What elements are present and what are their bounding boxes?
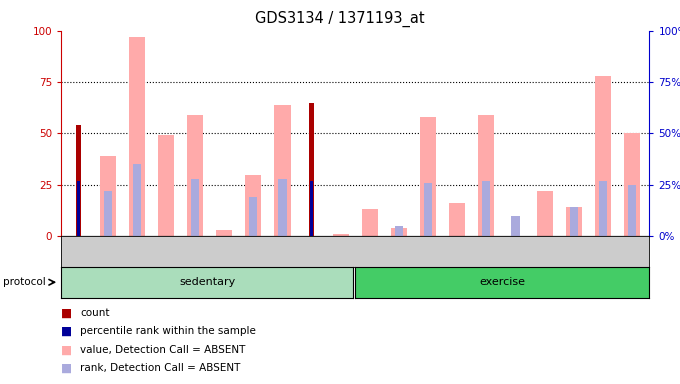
Bar xyxy=(216,230,233,236)
Bar xyxy=(570,207,578,236)
Text: ■: ■ xyxy=(61,343,72,356)
Text: count: count xyxy=(80,308,109,318)
Bar xyxy=(310,181,313,236)
Bar xyxy=(598,181,607,236)
Bar xyxy=(537,191,553,236)
Bar xyxy=(278,179,286,236)
Bar xyxy=(158,136,174,236)
Bar xyxy=(624,134,640,236)
Bar xyxy=(76,125,82,236)
Bar xyxy=(187,115,203,236)
Bar xyxy=(391,228,407,236)
Bar xyxy=(104,191,112,236)
Bar xyxy=(424,183,432,236)
Bar xyxy=(333,234,349,236)
Bar xyxy=(78,181,80,236)
Bar xyxy=(250,197,258,236)
Bar xyxy=(478,115,494,236)
Bar xyxy=(100,156,116,236)
Bar xyxy=(245,174,261,236)
Text: value, Detection Call = ABSENT: value, Detection Call = ABSENT xyxy=(80,345,245,355)
Text: ■: ■ xyxy=(61,325,72,338)
Text: percentile rank within the sample: percentile rank within the sample xyxy=(80,326,256,336)
Bar xyxy=(628,185,636,236)
Bar xyxy=(449,203,465,236)
Text: ■: ■ xyxy=(61,362,72,375)
Bar xyxy=(566,207,581,236)
Bar xyxy=(191,179,199,236)
Bar xyxy=(309,103,314,236)
Text: exercise: exercise xyxy=(479,277,526,287)
Text: rank, Detection Call = ABSENT: rank, Detection Call = ABSENT xyxy=(80,363,241,373)
Text: protocol: protocol xyxy=(3,277,46,287)
Bar xyxy=(395,226,403,236)
Text: sedentary: sedentary xyxy=(179,277,235,287)
Bar xyxy=(275,105,290,236)
Bar xyxy=(482,181,490,236)
Bar xyxy=(129,37,145,236)
Bar xyxy=(511,216,520,236)
Bar xyxy=(133,164,141,236)
Bar xyxy=(420,117,436,236)
Bar xyxy=(362,209,378,236)
Text: GDS3134 / 1371193_at: GDS3134 / 1371193_at xyxy=(255,11,425,27)
Bar xyxy=(595,76,611,236)
Text: ■: ■ xyxy=(61,306,72,319)
